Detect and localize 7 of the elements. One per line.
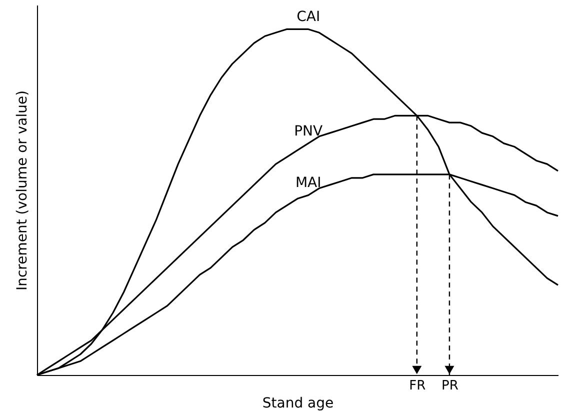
series-label: MAI <box>295 175 322 192</box>
series-label: CAI <box>296 9 320 26</box>
y-axis-title: Increment (volume or value) <box>14 90 30 291</box>
series-label: PNV <box>294 123 324 140</box>
x-axis-title: Stand age <box>262 396 334 411</box>
x-tick-label: FR <box>409 378 426 394</box>
x-tick-label: PR <box>442 378 458 394</box>
